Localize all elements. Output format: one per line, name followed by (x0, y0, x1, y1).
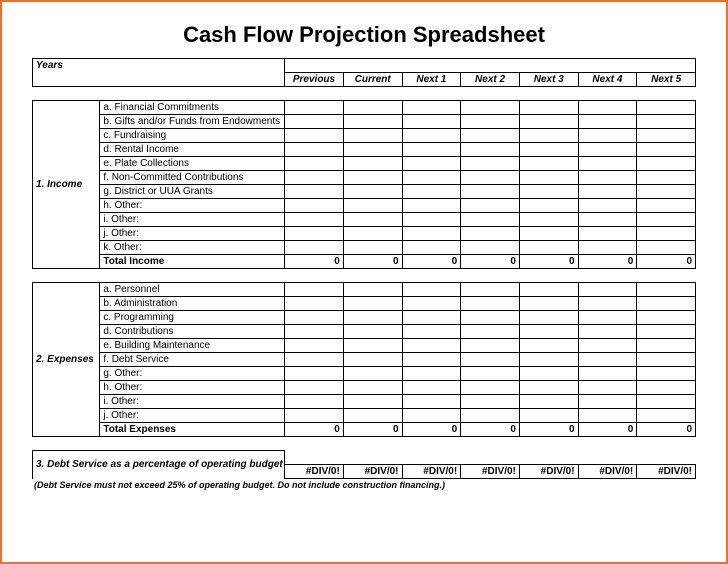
income-item: a. Financial Commitments (100, 101, 285, 115)
years-label: Years (33, 59, 285, 73)
income-item: f. Non-Committed Contributions (100, 171, 285, 185)
expenses-row-0: 2. Expenses a. Personnel (33, 283, 696, 297)
income-row-5: f. Non-Committed Contributions (33, 171, 696, 185)
expenses-item: d. Contributions (100, 325, 285, 339)
page-title: Cash Flow Projection Spreadsheet (32, 22, 696, 48)
expenses-row-5: f. Debt Service (33, 353, 696, 367)
income-row-0: 1. Income a. Financial Commitments (33, 101, 696, 115)
expenses-row-6: g. Other: (33, 367, 696, 381)
column-headers-row: Previous Current Next 1 Next 2 Next 3 Ne… (33, 73, 696, 87)
col-current: Current (343, 73, 402, 87)
expenses-row-9: j. Other: (33, 409, 696, 423)
debt-service-value: #DIV/0! (402, 465, 461, 479)
income-total: 0 (285, 255, 344, 269)
income-row-6: g. District or UUA Grants (33, 185, 696, 199)
income-total: 0 (578, 255, 637, 269)
income-item: j. Other: (100, 227, 285, 241)
debt-service-value: #DIV/0! (578, 465, 637, 479)
income-item: c. Fundraising (100, 129, 285, 143)
expenses-section-label: 2. Expenses (33, 283, 100, 437)
years-label-lower (33, 73, 285, 87)
expenses-item: f. Debt Service (100, 353, 285, 367)
expenses-total: 0 (461, 423, 520, 437)
debt-service-label: 3. Debt Service as a percentage of opera… (33, 451, 285, 479)
income-item: k. Other: (100, 241, 285, 255)
col-next1: Next 1 (402, 73, 461, 87)
income-item: d. Rental Income (100, 143, 285, 157)
expenses-total: 0 (343, 423, 402, 437)
expenses-row-1: b. Administration (33, 297, 696, 311)
col-previous: Previous (285, 73, 344, 87)
debt-service-value: #DIV/0! (519, 465, 578, 479)
expenses-item: a. Personnel (100, 283, 285, 297)
income-row-9: j. Other: (33, 227, 696, 241)
income-row-3: d. Rental Income (33, 143, 696, 157)
expenses-total-label: Total Expenses (100, 423, 285, 437)
income-total: 0 (343, 255, 402, 269)
income-total: 0 (519, 255, 578, 269)
expenses-item: h. Other: (100, 381, 285, 395)
expenses-row-2: c. Programming (33, 311, 696, 325)
debt-service-value: #DIV/0! (461, 465, 520, 479)
income-row-2: c. Fundraising (33, 129, 696, 143)
income-item: e. Plate Collections (100, 157, 285, 171)
income-item: g. District or UUA Grants (100, 185, 285, 199)
expenses-item: c. Programming (100, 311, 285, 325)
spreadsheet-page: Cash Flow Projection Spreadsheet Years P… (0, 0, 728, 564)
expenses-total: 0 (578, 423, 637, 437)
income-item: h. Other: (100, 199, 285, 213)
years-empty (285, 59, 696, 73)
income-section-label: 1. Income (33, 101, 100, 269)
expenses-row-3: d. Contributions (33, 325, 696, 339)
spreadsheet-table: Years Previous Current Next 1 Next 2 Nex… (32, 58, 696, 479)
income-item: b. Gifts and/or Funds from Endowments (100, 115, 285, 129)
debt-service-label-row: 3. Debt Service as a percentage of opera… (33, 451, 696, 465)
income-total: 0 (637, 255, 696, 269)
income-total-row: Total Income 0 0 0 0 0 0 0 (33, 255, 696, 269)
footnote: (Debt Service must not exceed 25% of ope… (32, 480, 696, 490)
expenses-total: 0 (637, 423, 696, 437)
expenses-total: 0 (402, 423, 461, 437)
expenses-total: 0 (285, 423, 344, 437)
col-next2: Next 2 (461, 73, 520, 87)
debt-service-value: #DIV/0! (343, 465, 402, 479)
income-total-label: Total Income (100, 255, 285, 269)
expenses-item: i. Other: (100, 395, 285, 409)
col-next4: Next 4 (578, 73, 637, 87)
years-row: Years (33, 59, 696, 73)
income-row-1: b. Gifts and/or Funds from Endowments (33, 115, 696, 129)
debt-service-value: #DIV/0! (637, 465, 696, 479)
col-next5: Next 5 (637, 73, 696, 87)
expenses-item: j. Other: (100, 409, 285, 423)
expenses-item: e. Building Maintenance (100, 339, 285, 353)
income-item: i. Other: (100, 213, 285, 227)
income-row-8: i. Other: (33, 213, 696, 227)
income-row-7: h. Other: (33, 199, 696, 213)
income-row-4: e. Plate Collections (33, 157, 696, 171)
expenses-total: 0 (519, 423, 578, 437)
debt-service-value: #DIV/0! (285, 465, 344, 479)
col-next3: Next 3 (519, 73, 578, 87)
expenses-row-4: e. Building Maintenance (33, 339, 696, 353)
expenses-row-7: h. Other: (33, 381, 696, 395)
income-total: 0 (402, 255, 461, 269)
expenses-item: b. Administration (100, 297, 285, 311)
expenses-row-8: i. Other: (33, 395, 696, 409)
income-row-10: k. Other: (33, 241, 696, 255)
income-total: 0 (461, 255, 520, 269)
expenses-total-row: Total Expenses 0 0 0 0 0 0 0 (33, 423, 696, 437)
expenses-item: g. Other: (100, 367, 285, 381)
